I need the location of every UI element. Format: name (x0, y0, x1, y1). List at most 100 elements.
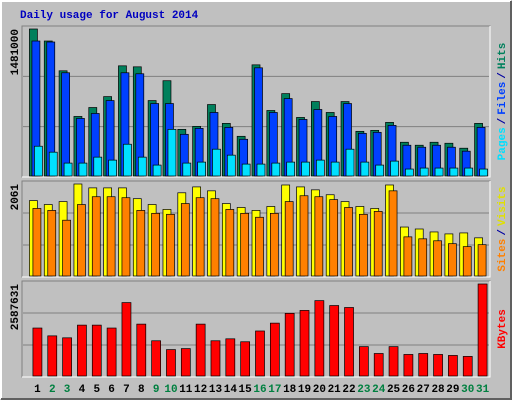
bar (448, 243, 457, 277)
bar (195, 197, 205, 277)
legend-entry: Pages (497, 127, 509, 160)
bar (433, 354, 443, 377)
bar (344, 307, 354, 377)
x-tick-label: 30 (461, 384, 474, 396)
bar (477, 244, 487, 277)
bar (299, 195, 309, 277)
bar (434, 167, 444, 177)
bar (167, 128, 177, 177)
bar (47, 210, 57, 277)
x-tick-label: 25 (387, 384, 401, 396)
bar (91, 196, 101, 277)
bar (418, 353, 429, 377)
bar (375, 164, 385, 177)
bar (271, 162, 281, 177)
legend-separator: / (497, 117, 509, 124)
bar (329, 305, 340, 377)
x-tick-label: 23 (357, 384, 371, 396)
bar (359, 213, 368, 277)
legend: Sites / Visits (497, 186, 509, 271)
x-tick-label: 29 (446, 384, 459, 396)
x-tick-label: 8 (138, 384, 145, 396)
bar (180, 348, 191, 377)
x-tick-label: 15 (239, 384, 253, 396)
bar (344, 207, 353, 277)
legend-entry: Files (497, 82, 509, 115)
bar (329, 199, 339, 277)
bar (360, 161, 370, 177)
y-tick-label: 2587631 (10, 284, 22, 331)
bar (240, 341, 251, 377)
bar (197, 161, 206, 177)
x-tick-label: 22 (342, 384, 355, 396)
bar (388, 190, 398, 277)
bar (479, 168, 488, 177)
x-tick-label: 26 (402, 384, 415, 396)
bar (477, 283, 488, 377)
bar (359, 346, 369, 377)
legend-separator: / (497, 229, 509, 236)
x-tick-label: 16 (253, 384, 266, 396)
bar (151, 340, 161, 377)
bar (330, 161, 340, 177)
bar (34, 145, 43, 177)
bar (254, 67, 263, 177)
bar (77, 204, 86, 277)
bar (78, 162, 88, 177)
bar (314, 196, 324, 277)
bar (464, 167, 474, 177)
bar (255, 216, 264, 277)
bar (269, 322, 280, 377)
bar (166, 349, 176, 377)
bar (314, 300, 325, 377)
bar (299, 310, 310, 377)
bar (256, 163, 266, 177)
bar (433, 240, 442, 277)
bar (449, 167, 459, 177)
bar (418, 238, 428, 277)
bar (152, 164, 162, 177)
bar (373, 353, 384, 377)
bar (241, 163, 251, 177)
bar (286, 161, 296, 177)
bar (166, 213, 175, 277)
legend-entry: Hits (497, 43, 509, 69)
bar (301, 161, 310, 177)
bar (226, 154, 236, 177)
legend-separator: / (497, 72, 509, 79)
bar (136, 323, 147, 377)
bar (137, 156, 147, 177)
bar (62, 219, 71, 277)
bar (62, 337, 72, 377)
x-tick-label: 12 (194, 384, 207, 396)
bar (284, 313, 295, 377)
x-tick-label: 5 (93, 384, 100, 396)
bar (63, 162, 73, 177)
x-tick-label: 19 (298, 384, 311, 396)
bar (210, 340, 221, 377)
panel-edge (22, 181, 491, 278)
bar (373, 211, 383, 277)
x-tick-label: 7 (123, 384, 130, 396)
x-tick-label: 10 (164, 384, 177, 396)
legend-entry: Visits (497, 186, 509, 226)
bar (345, 148, 355, 177)
panel-edge (22, 26, 491, 178)
x-tick-label: 21 (328, 384, 342, 396)
bar (136, 210, 146, 277)
x-tick-label: 6 (108, 384, 115, 396)
bar (210, 198, 220, 277)
y-tick-label: 1481000 (10, 29, 22, 75)
bar (388, 346, 399, 377)
legend-entry: Sites (497, 239, 509, 272)
bar (121, 197, 131, 277)
bar (32, 208, 42, 277)
bar (93, 156, 103, 177)
x-tick-label: 2 (49, 384, 56, 396)
bar (284, 201, 294, 277)
x-tick-label: 11 (179, 384, 193, 396)
chart-title: Daily usage for August 2014 (20, 10, 199, 22)
bar (77, 324, 87, 377)
